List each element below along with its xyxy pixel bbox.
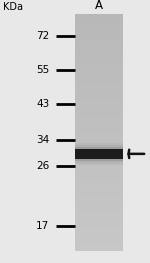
Text: 17: 17 (36, 221, 50, 231)
Text: 26: 26 (36, 161, 50, 171)
Bar (75, 196, 123, 204)
Bar (75, 62, 123, 70)
Bar (75, 204, 123, 212)
Bar (75, 188, 123, 196)
Bar (75, 30, 123, 38)
Bar (75, 161, 123, 163)
Bar (75, 148, 123, 156)
Bar (75, 46, 123, 54)
Bar (75, 235, 123, 243)
Bar (75, 54, 123, 62)
Bar (75, 133, 123, 141)
Bar (75, 149, 123, 159)
Text: A: A (95, 0, 103, 12)
Bar (75, 180, 123, 188)
Bar (75, 143, 123, 145)
Bar (75, 243, 123, 251)
Bar (75, 159, 123, 161)
Bar (75, 101, 123, 109)
Bar (75, 38, 123, 46)
Bar (75, 172, 123, 180)
Bar (75, 93, 123, 101)
Bar (75, 164, 123, 172)
Text: 43: 43 (36, 99, 50, 109)
Bar (75, 117, 123, 125)
Text: 72: 72 (36, 31, 50, 41)
Bar (75, 69, 123, 78)
Bar (75, 85, 123, 93)
Bar (75, 125, 123, 133)
Bar (75, 109, 123, 117)
Text: 34: 34 (36, 135, 50, 145)
Bar (75, 227, 123, 235)
Text: 55: 55 (36, 65, 50, 75)
Bar (75, 211, 123, 220)
Bar (75, 140, 123, 149)
Bar (75, 14, 123, 22)
Bar (75, 163, 123, 165)
Bar (75, 156, 123, 164)
Text: KDa: KDa (3, 2, 23, 12)
Bar (75, 147, 123, 149)
Bar (75, 22, 123, 30)
Bar (75, 145, 123, 147)
Bar (75, 219, 123, 227)
Bar (75, 77, 123, 85)
